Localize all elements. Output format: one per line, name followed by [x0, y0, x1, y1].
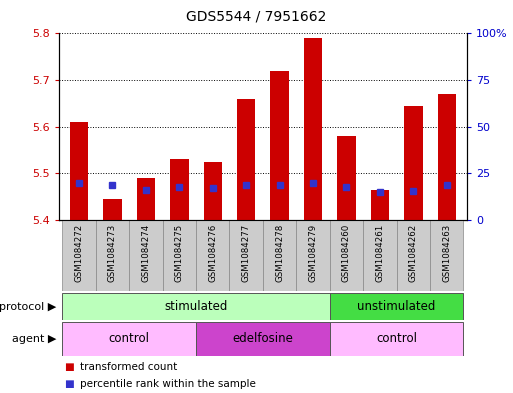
Text: ■: ■: [64, 362, 74, 373]
Text: transformed count: transformed count: [80, 362, 177, 373]
Bar: [237, 99, 255, 220]
Bar: [196, 220, 229, 291]
Text: protocol ▶: protocol ▶: [0, 301, 56, 312]
Text: GSM1084273: GSM1084273: [108, 224, 117, 282]
Text: GSM1084274: GSM1084274: [142, 224, 150, 282]
Text: GSM1084277: GSM1084277: [242, 224, 251, 282]
Bar: [96, 220, 129, 291]
Text: agent ▶: agent ▶: [12, 334, 56, 344]
Text: control: control: [376, 332, 417, 345]
Bar: [229, 220, 263, 291]
Bar: [397, 220, 430, 291]
Bar: [371, 190, 389, 220]
Bar: [63, 322, 196, 356]
Bar: [63, 220, 96, 291]
Bar: [103, 199, 122, 220]
Text: unstimulated: unstimulated: [358, 300, 436, 313]
Text: ■: ■: [64, 379, 74, 389]
Text: GSM1084261: GSM1084261: [376, 224, 384, 282]
Bar: [330, 322, 463, 356]
Text: GSM1084262: GSM1084262: [409, 224, 418, 282]
Bar: [330, 220, 363, 291]
Text: percentile rank within the sample: percentile rank within the sample: [80, 379, 255, 389]
Text: stimulated: stimulated: [164, 300, 228, 313]
Bar: [297, 220, 330, 291]
Text: GSM1084276: GSM1084276: [208, 224, 218, 282]
Bar: [404, 106, 423, 220]
Bar: [263, 220, 297, 291]
Bar: [170, 160, 189, 220]
Bar: [270, 71, 289, 220]
Text: GDS5544 / 7951662: GDS5544 / 7951662: [186, 10, 327, 24]
Text: edelfosine: edelfosine: [232, 332, 293, 345]
Text: control: control: [109, 332, 150, 345]
Bar: [70, 122, 88, 220]
Text: GSM1084279: GSM1084279: [308, 224, 318, 282]
Text: GSM1084278: GSM1084278: [275, 224, 284, 282]
Bar: [196, 322, 330, 356]
Bar: [330, 293, 463, 320]
Text: GSM1084275: GSM1084275: [175, 224, 184, 282]
Bar: [204, 162, 222, 220]
Bar: [363, 220, 397, 291]
Text: GSM1084263: GSM1084263: [442, 224, 451, 282]
Text: GSM1084260: GSM1084260: [342, 224, 351, 282]
Bar: [163, 220, 196, 291]
Bar: [304, 38, 322, 220]
Text: GSM1084272: GSM1084272: [74, 224, 84, 282]
Bar: [137, 178, 155, 220]
Bar: [63, 293, 330, 320]
Bar: [337, 136, 356, 220]
Bar: [430, 220, 463, 291]
Bar: [438, 94, 456, 220]
Bar: [129, 220, 163, 291]
